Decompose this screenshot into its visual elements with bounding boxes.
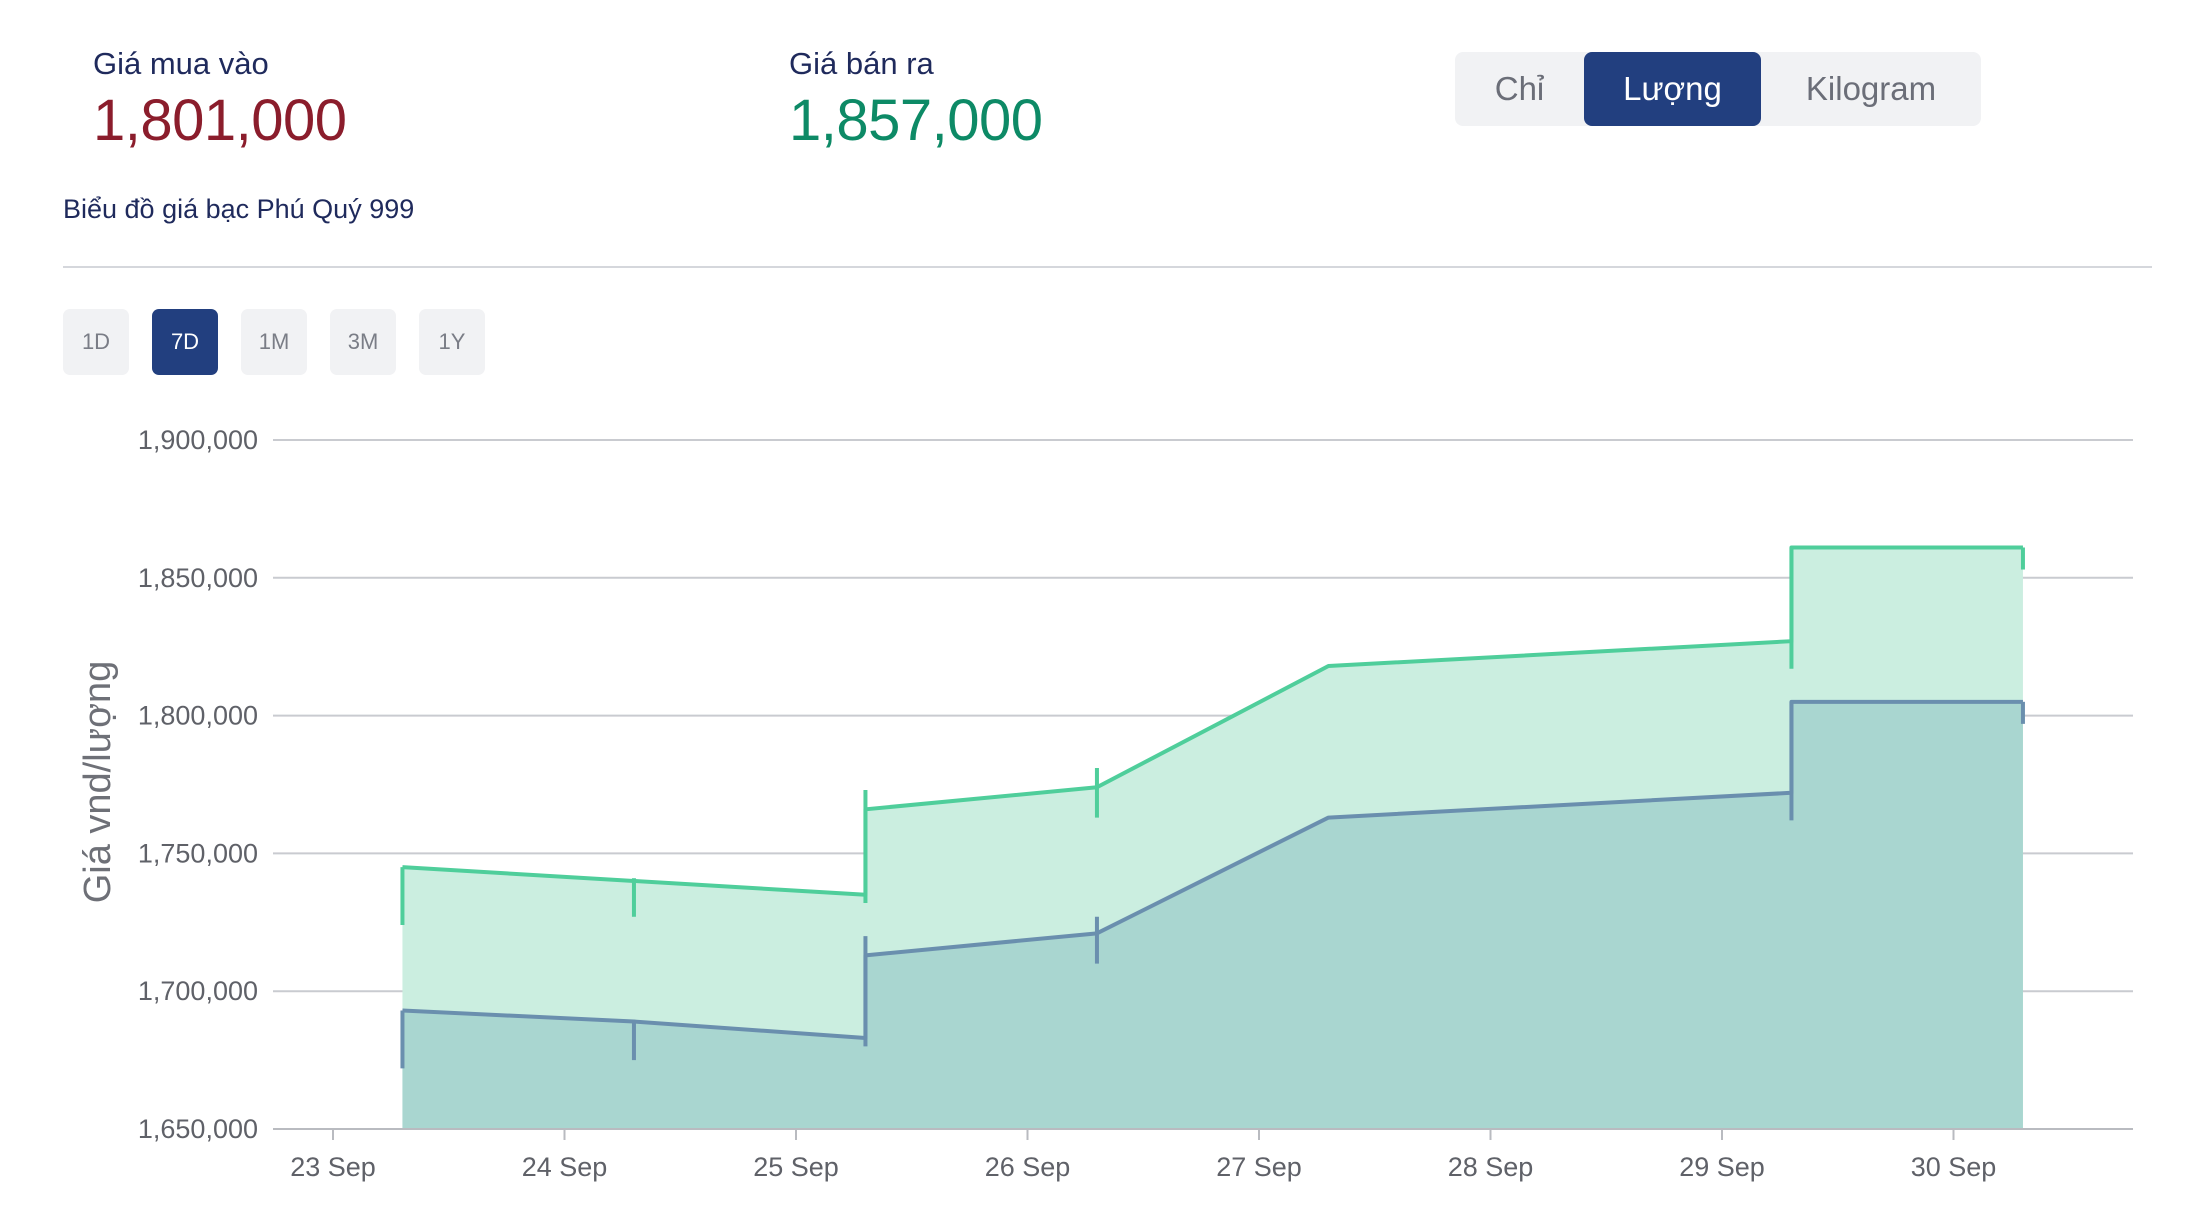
axes: 1,650,000 1,700,000 1,750,000 1,800,000 1,85… — [138, 425, 2133, 1182]
range-tab-1y[interactable]: 1Y — [419, 309, 485, 375]
buy-price-value: 1,801,000 — [93, 88, 347, 153]
divider — [63, 266, 2152, 268]
unit-tab-kilogram[interactable]: Kilogram — [1805, 70, 1937, 107]
unit-selector: Chỉ Lượng Kilogram — [1455, 52, 1981, 126]
range-tab-3m[interactable]: 3M — [330, 309, 396, 375]
unit-tab-luong[interactable]: Lượng — [1584, 52, 1761, 126]
buy-price-block: Giá mua vào 1,801,000 — [93, 44, 347, 156]
unit-tab-chi[interactable]: Chỉ — [1494, 70, 1545, 107]
y-tick-label: 1,800,000 — [138, 701, 258, 731]
y-tick-label: 1,850,000 — [138, 563, 258, 593]
y-tick-label: 1,700,000 — [138, 976, 258, 1006]
sell-price-value: 1,857,000 — [789, 88, 1043, 153]
y-tick-label: 1,750,000 — [138, 838, 258, 868]
range-tab-1m[interactable]: 1M — [241, 309, 307, 375]
x-tick-label: 24 Sep — [522, 1152, 608, 1182]
x-tick-label: 26 Sep — [985, 1152, 1071, 1182]
area-series — [402, 547, 2023, 1129]
x-tick-label: 23 Sep — [290, 1152, 376, 1182]
buy-area — [402, 701, 2023, 1129]
x-tick-label: 27 Sep — [1216, 1152, 1302, 1182]
x-tick-label: 30 Sep — [1911, 1152, 1997, 1182]
line-series — [400, 545, 2025, 1069]
y-axis-label: Giá vnd/lượng — [77, 661, 119, 904]
x-tick-label: 29 Sep — [1679, 1152, 1765, 1182]
x-tick-label: 28 Sep — [1448, 1152, 1534, 1182]
y-tick-label: 1,900,000 — [138, 425, 258, 455]
buy-price-label: Giá mua vào — [93, 46, 269, 81]
range-tab-1d[interactable]: 1D — [63, 309, 129, 375]
y-tick-label: 1,650,000 — [138, 1114, 258, 1144]
chart-title: Biểu đồ giá bạc Phú Quý 999 — [63, 194, 415, 224]
x-tick-label: 25 Sep — [753, 1152, 839, 1182]
sell-price-label: Giá bán ra — [789, 46, 934, 81]
range-selector: 1D 7D 1M 3M 1Y — [63, 309, 508, 375]
range-tab-7d[interactable]: 7D — [152, 309, 218, 375]
sell-price-block: Giá bán ra 1,857,000 — [789, 44, 1043, 156]
